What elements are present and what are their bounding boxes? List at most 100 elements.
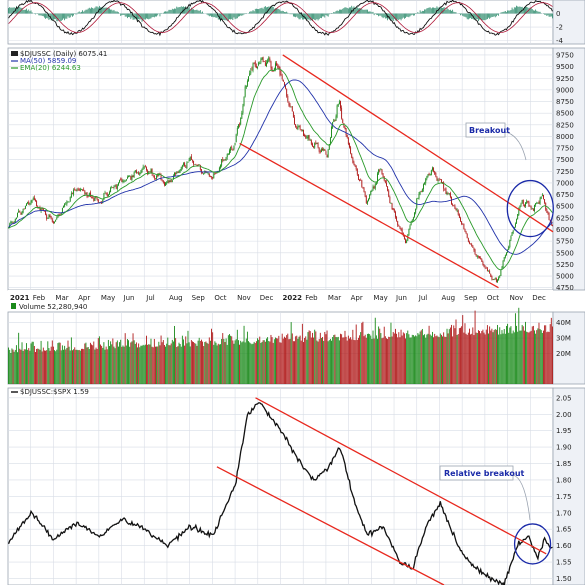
candle-body <box>89 192 91 197</box>
volume-bar <box>85 342 87 384</box>
price-channel-lower <box>239 142 499 289</box>
volume-bar <box>282 338 284 384</box>
oscillator-hist-bar <box>17 7 18 14</box>
volume-bar <box>398 332 400 384</box>
volume-bar <box>194 343 196 384</box>
oscillator-hist-bar <box>92 7 94 14</box>
oscillator-hist-bar <box>481 13 483 21</box>
candle-body <box>462 223 464 225</box>
oscillator-hist-bar <box>263 6 265 14</box>
candle-body <box>248 76 249 82</box>
candle-body <box>207 172 209 174</box>
candle-body <box>87 195 89 197</box>
candle-body <box>439 179 441 181</box>
price-tick-label: 7250 <box>556 168 574 176</box>
candle-body <box>206 172 208 173</box>
oscillator-hist-bar <box>466 13 468 20</box>
volume-bar <box>523 330 525 384</box>
oscillator-hist-bar <box>384 13 386 19</box>
volume-bar <box>152 347 154 384</box>
candle-body <box>180 167 182 171</box>
volume-bar <box>483 332 485 384</box>
oscillator-hist-bar <box>485 13 487 20</box>
oscillator-hist-bar <box>343 8 345 14</box>
ma50-line <box>8 79 553 255</box>
candle-body <box>374 183 376 189</box>
oscillator-hist-bar <box>525 6 526 14</box>
volume-bar <box>226 344 228 384</box>
volume-bar <box>133 340 135 384</box>
volume-bar <box>388 336 390 384</box>
oscillator-hist-bar <box>192 9 193 14</box>
volume-panel: 40M 30M 20M <box>7 307 585 385</box>
oscillator-hist-bar <box>95 6 97 14</box>
volume-bar <box>518 307 520 384</box>
volume-bar <box>485 329 487 384</box>
candle-body <box>252 63 254 71</box>
oscillator-hist-bar <box>44 13 45 18</box>
price-tick-label: 4750 <box>556 284 574 292</box>
candle-body <box>384 180 386 183</box>
volume-tick-label: 20M <box>556 350 571 358</box>
oscillator-hist-bar <box>188 6 190 14</box>
oscillator-hist-bar <box>96 6 98 14</box>
candle-body <box>143 166 145 168</box>
oscillator-hist-bar <box>347 8 349 14</box>
volume-bar <box>94 349 96 384</box>
volume-bar <box>370 335 372 384</box>
oscillator-hist-bar <box>72 13 73 17</box>
oscillator-hist-bar <box>271 6 273 14</box>
candle-body <box>125 179 127 181</box>
oscillator-hist-bar <box>166 11 168 14</box>
oscillator-hist-bar <box>170 9 172 14</box>
volume-bar <box>122 345 124 384</box>
oscillator-hist-bar <box>408 13 410 18</box>
volume-bar <box>342 337 344 384</box>
oscillator-hist-bar <box>305 13 307 20</box>
volume-bar <box>258 339 260 384</box>
volume-bar <box>230 335 232 384</box>
volume-bar <box>244 342 246 384</box>
candle-body <box>31 199 33 202</box>
oscillator-hist-bar <box>414 13 415 16</box>
oscillator-tick-label: -4 <box>556 37 564 45</box>
candle-body <box>253 62 255 64</box>
candle-body <box>408 229 410 236</box>
volume-bar <box>218 344 220 384</box>
candle-body <box>449 193 451 198</box>
candle-body <box>137 172 138 174</box>
oscillator-hist-bar <box>197 10 199 14</box>
candle-body <box>497 279 498 283</box>
candle-body <box>112 187 114 188</box>
candle-body <box>227 153 229 155</box>
ratio-tick-label: 2.05 <box>556 394 572 402</box>
volume-bar <box>205 341 207 384</box>
candle-body <box>257 66 258 69</box>
volume-bar <box>355 324 357 384</box>
volume-bar <box>458 328 460 384</box>
date-tick-label: Sep <box>464 294 478 302</box>
candle-body <box>504 255 506 258</box>
volume-bar <box>161 342 163 384</box>
volume-bar <box>379 328 381 384</box>
oscillator-hist-bar <box>373 13 375 16</box>
volume-bar <box>453 325 455 384</box>
volume-bar <box>174 325 175 384</box>
oscillator-hist-bar <box>529 7 531 14</box>
date-tick-label: Aug <box>169 294 183 302</box>
volume-bar <box>477 330 479 384</box>
volume-bar <box>417 333 419 384</box>
oscillator-hist-bar <box>498 13 500 16</box>
candle-body <box>364 192 366 197</box>
candle-body <box>481 259 483 262</box>
oscillator-hist-bar <box>345 7 347 14</box>
oscillator-hist-bar <box>467 13 469 20</box>
candle-body <box>232 149 234 150</box>
candle-body <box>369 194 371 200</box>
volume-bar <box>305 336 307 384</box>
candle-body <box>176 171 178 174</box>
oscillator-hist-bar <box>12 7 14 14</box>
volume-bar <box>439 333 441 384</box>
candle-body <box>10 221 12 224</box>
candle-body <box>327 149 329 158</box>
